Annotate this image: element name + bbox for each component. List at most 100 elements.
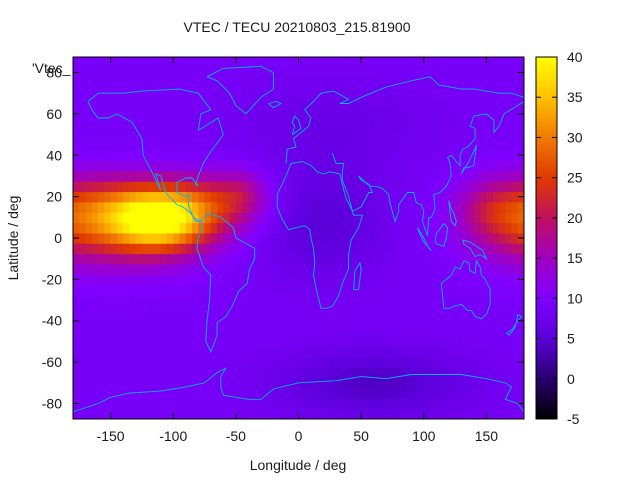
heatmap-cell xyxy=(166,243,174,255)
heatmap-cell xyxy=(304,346,312,358)
heatmap-cell xyxy=(511,108,519,120)
heatmap-cell xyxy=(361,315,369,327)
heatmap-cell xyxy=(404,88,412,99)
heatmap-cell xyxy=(498,129,506,141)
heatmap-cell xyxy=(260,129,268,141)
heatmap-cell xyxy=(116,108,124,120)
heatmap-cell xyxy=(423,57,431,68)
heatmap-cell xyxy=(260,67,268,79)
heatmap-cell xyxy=(461,305,469,317)
heatmap-cell xyxy=(455,160,462,172)
heatmap-cell xyxy=(304,160,312,172)
heatmap-cell xyxy=(110,232,118,244)
heatmap-cell xyxy=(254,305,262,317)
heatmap-cell xyxy=(185,98,193,110)
heatmap-cell xyxy=(141,150,149,162)
heatmap-cell xyxy=(298,387,306,399)
heatmap-cell xyxy=(204,170,212,182)
heatmap-cell xyxy=(423,129,431,141)
heatmap-cell xyxy=(160,98,168,110)
heatmap-cell xyxy=(185,367,193,379)
heatmap-cell xyxy=(173,305,181,317)
heatmap-cell xyxy=(304,408,312,419)
heatmap-cell xyxy=(123,201,130,213)
heatmap-cell xyxy=(166,387,174,399)
heatmap-cell xyxy=(486,108,494,120)
heatmap-cell xyxy=(73,170,80,182)
heatmap-cell xyxy=(73,222,80,234)
heatmap-cell xyxy=(373,356,381,368)
heatmap-cell xyxy=(473,263,481,275)
heatmap-cell xyxy=(210,201,218,213)
heatmap-cell xyxy=(141,263,149,275)
heatmap-cell xyxy=(292,201,300,213)
heatmap-cell xyxy=(492,77,500,89)
heatmap-cell xyxy=(311,201,318,213)
heatmap-cell xyxy=(398,263,406,275)
heatmap-cell xyxy=(254,294,262,306)
heatmap-cell xyxy=(110,263,118,275)
heatmap-cell xyxy=(248,181,256,193)
heatmap-cell xyxy=(373,367,381,379)
heatmap-cell xyxy=(417,119,425,130)
heatmap-cell xyxy=(204,67,212,79)
heatmap-cell xyxy=(511,346,519,358)
heatmap-cell xyxy=(179,253,187,265)
heatmap-cell xyxy=(430,253,437,265)
heatmap-cell xyxy=(448,191,456,203)
heatmap-cell xyxy=(210,108,218,120)
heatmap-cell xyxy=(154,294,162,306)
heatmap-cell xyxy=(442,367,450,379)
heatmap-cell xyxy=(173,346,181,358)
heatmap-cell xyxy=(517,263,524,275)
heatmap-cell xyxy=(85,387,93,399)
heatmap-cell xyxy=(354,88,362,99)
heatmap-cell xyxy=(498,222,506,234)
heatmap-cell xyxy=(492,253,500,265)
heatmap-cell xyxy=(455,108,462,120)
heatmap-cell xyxy=(116,232,124,244)
heatmap-cell xyxy=(148,170,156,182)
heatmap-cell xyxy=(373,346,381,358)
heatmap-cell xyxy=(123,243,130,255)
heatmap-cell xyxy=(229,232,237,244)
heatmap-cell xyxy=(436,305,444,317)
heatmap-cell xyxy=(148,346,156,358)
heatmap-cell xyxy=(154,88,162,99)
heatmap-cell xyxy=(442,387,450,399)
heatmap-cell xyxy=(417,284,425,296)
heatmap-cell xyxy=(304,367,312,379)
heatmap-cell xyxy=(411,398,419,410)
coastline xyxy=(434,222,449,247)
heatmap-cell xyxy=(498,294,506,306)
heatmap-cell xyxy=(279,98,287,110)
heatmap-cell xyxy=(98,408,105,419)
heatmap-cell xyxy=(98,139,105,151)
heatmap-cell xyxy=(273,377,281,389)
heatmap-cell xyxy=(398,294,406,306)
heatmap-cell xyxy=(273,77,281,89)
heatmap-cell xyxy=(373,67,381,79)
heatmap-cell xyxy=(505,377,513,389)
heatmap-cell xyxy=(480,160,488,172)
heatmap-cell xyxy=(379,367,387,379)
heatmap-cell xyxy=(248,150,256,162)
heatmap-cell xyxy=(473,377,481,389)
coastline xyxy=(285,76,524,164)
heatmap-cell xyxy=(217,356,224,368)
heatmap-cell xyxy=(98,305,105,317)
heatmap-cell xyxy=(361,398,369,410)
heatmap-cell xyxy=(248,263,256,275)
heatmap-cell xyxy=(73,408,80,419)
heatmap-cell xyxy=(386,263,394,275)
heatmap-cell xyxy=(279,108,287,120)
colorbar-tick-label: 40 xyxy=(567,49,583,65)
heatmap-cell xyxy=(498,346,506,358)
heatmap-cell xyxy=(217,274,224,286)
heatmap-cell xyxy=(317,150,325,162)
heatmap-cell xyxy=(292,315,300,327)
heatmap-cell xyxy=(98,387,105,399)
heatmap-cell xyxy=(311,315,318,327)
heatmap-cell xyxy=(404,294,412,306)
heatmap-cell xyxy=(98,160,105,172)
